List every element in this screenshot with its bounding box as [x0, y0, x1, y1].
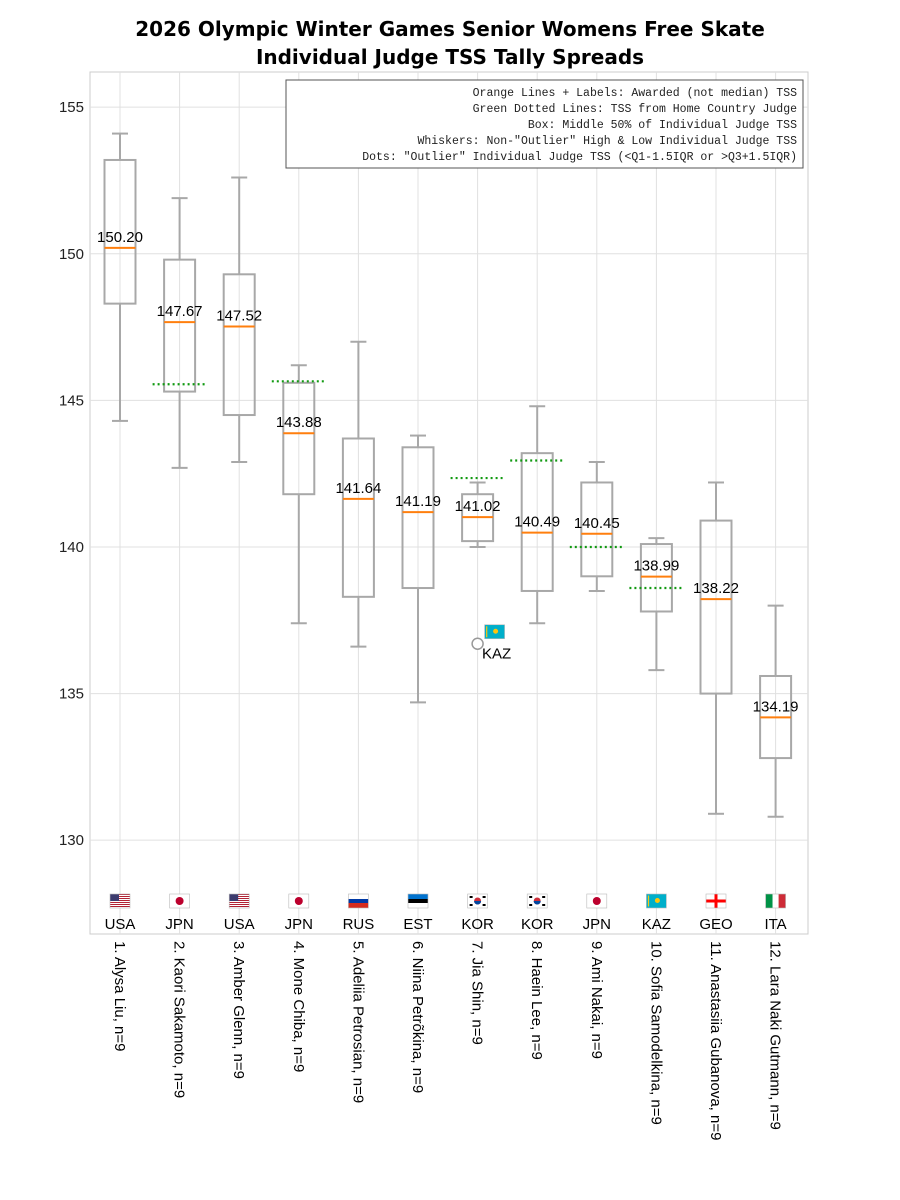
country-label: EST [403, 916, 432, 933]
country-label: ITA [764, 916, 786, 933]
skater-box-group: 141.02 KAZ [450, 476, 511, 663]
awarded-tss-label: 140.49 [514, 514, 560, 531]
skater-box-group: 147.67 [152, 197, 207, 469]
country-label: KOR [461, 916, 494, 933]
awarded-tss-label: 143.88 [276, 414, 322, 431]
awarded-tss-label: 140.45 [574, 515, 620, 532]
country-label: KAZ [642, 916, 671, 933]
outlier-label: KAZ [482, 646, 511, 663]
country-label: RUS [343, 916, 375, 933]
iqr-box [520, 452, 554, 592]
awarded-tss-label: 138.99 [633, 558, 679, 575]
awarded-tss-label: 147.52 [216, 307, 262, 324]
y-tick-label: 140 [59, 539, 84, 556]
iqr-box [699, 519, 733, 695]
country-label: JPN [583, 916, 611, 933]
legend: Orange Lines + Labels: Awarded (not medi… [285, 79, 804, 169]
skater-name-label: 2. Kaori Sakamoto, n=9 [171, 941, 188, 1098]
skater-name-label: 5. Adeliia Petrosian, n=9 [349, 941, 366, 1103]
awarded-tss-label: 141.19 [395, 493, 441, 510]
y-tick-label: 130 [59, 832, 84, 849]
skater-box-group: 138.22 [693, 481, 739, 815]
iqr-box [341, 437, 375, 598]
awarded-tss-label: 141.64 [335, 480, 381, 497]
kor-flag-icon [467, 893, 488, 909]
boxes: 150.20 147.67 147.52 143.88 141.64 141.19 141.… [97, 132, 799, 818]
x-axis-labels: USA 1. Alysa Liu, n=9 JPN 2. Kaori Sakamoto… [105, 893, 787, 1140]
skater-box-group: 140.49 [510, 405, 565, 625]
geo-flag-icon [705, 893, 727, 909]
skater-box-group: 134.19 [753, 604, 799, 818]
awarded-tss-label: 141.02 [455, 498, 501, 515]
jpn-flag-icon [288, 893, 310, 909]
skater-box-group: 140.45 [569, 460, 624, 592]
iqr-box [639, 543, 673, 613]
iqr-box [282, 381, 316, 496]
skater-name-label: 9. Ami Nakai, n=9 [588, 941, 605, 1059]
skater-box-group: 141.19 [395, 434, 441, 704]
iqr-box [222, 273, 256, 417]
y-tick-label: 135 [59, 686, 84, 703]
est-flag-icon [407, 893, 429, 909]
usa-flag-icon [228, 893, 250, 909]
iqr-box [103, 158, 137, 305]
outlier-dot [471, 637, 484, 650]
rus-flag-icon [348, 893, 369, 909]
kor-flag-icon [526, 893, 548, 909]
country-label: USA [224, 916, 255, 933]
awarded-tss-label: 150.20 [97, 229, 143, 246]
jpn-flag-icon [169, 893, 190, 909]
legend-line-2: Green Dotted Lines: TSS from Home Countr… [473, 103, 797, 116]
country-label: USA [105, 916, 136, 933]
chart-title-line-2: Individual Judge TSS Tally Spreads [256, 45, 644, 69]
skater-name-label: 1. Alysa Liu, n=9 [111, 941, 128, 1052]
ita-flag-icon [765, 893, 786, 909]
skater-name-label: 3. Amber Glenn, n=9 [230, 941, 247, 1079]
skater-box-group: 143.88 [271, 364, 326, 625]
y-tick-label: 145 [59, 392, 84, 409]
plot-area [89, 71, 809, 935]
y-tick-label: 155 [59, 99, 84, 116]
awarded-tss-label: 134.19 [753, 698, 799, 715]
y-tick-label: 150 [59, 246, 84, 263]
legend-line-3: Box: Middle 50% of Individual Judge TSS [528, 119, 797, 132]
y-axis: 130 135 140 145 150 155 [59, 99, 84, 849]
skater-name-label: 12. Lara Naki Gutmann, n=9 [767, 941, 784, 1130]
iqr-box [401, 446, 435, 590]
legend-frame [285, 79, 804, 169]
jpn-flag-icon [586, 893, 608, 909]
iqr-box [580, 481, 614, 578]
skater-box-group: 147.52 [216, 176, 262, 463]
legend-line-4: Whiskers: Non-"Outlier" High & Low Indiv… [417, 135, 797, 148]
legend-line-5: Dots: "Outlier" Individual Judge TSS (<Q… [362, 151, 797, 164]
awarded-tss-label: 147.67 [157, 303, 203, 320]
skater-name-label: 7. Jia Shin, n=9 [469, 941, 486, 1045]
country-label: JPN [285, 916, 313, 933]
kaz-flag-icon [484, 624, 505, 640]
skater-name-label: 6. Niina Petrõkina, n=9 [409, 941, 426, 1093]
usa-flag-icon [109, 893, 131, 909]
skater-box-group: 150.20 [97, 132, 143, 422]
skater-box-group: 141.64 [335, 340, 381, 648]
skater-name-label: 11. Anastasiia Gubanova, n=9 [707, 941, 724, 1140]
skater-name-label: 8. Haein Lee, n=9 [528, 941, 545, 1060]
skater-name-label: 10. Sofia Samodelkina, n=9 [647, 941, 664, 1125]
country-label: KOR [521, 916, 554, 933]
awarded-tss-label: 138.22 [693, 580, 739, 597]
skater-name-label: 4. Mone Chiba, n=9 [290, 941, 307, 1072]
kaz-flag-icon [646, 893, 667, 909]
skater-box-group: 138.99 [629, 537, 684, 672]
chart-title-line-1: 2026 Olympic Winter Games Senior Womens … [135, 17, 765, 41]
iqr-box [163, 258, 197, 393]
country-label: GEO [699, 916, 732, 933]
legend-line-1: Orange Lines + Labels: Awarded (not medi… [473, 87, 797, 100]
country-label: JPN [165, 916, 193, 933]
